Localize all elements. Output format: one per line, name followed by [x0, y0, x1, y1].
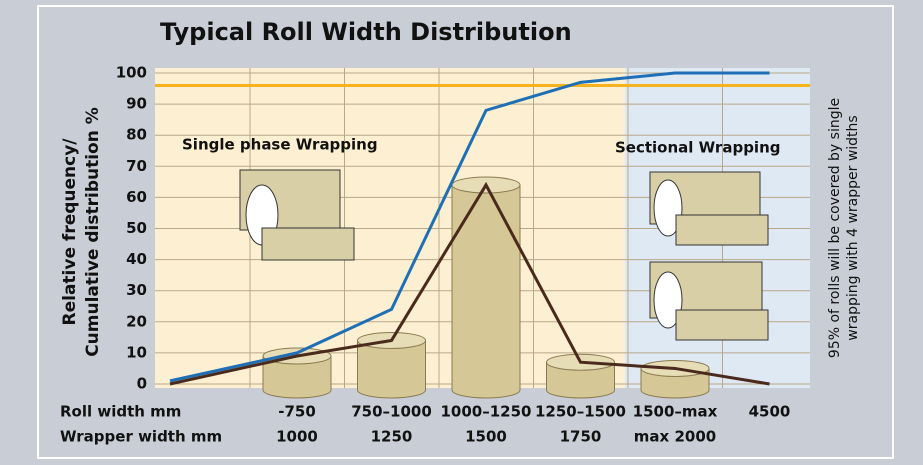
- chart: Typical Roll Width Distribution Relative…: [0, 0, 923, 465]
- x-tick-label: 4500: [749, 403, 791, 421]
- chart-title: Typical Roll Width Distribution: [160, 18, 572, 46]
- y-tick-label: 30: [126, 281, 147, 299]
- x-tick-label: 750–1000: [351, 403, 432, 421]
- y-tick-label: 60: [126, 188, 147, 206]
- x-tick-label: 1000–1250: [441, 403, 532, 421]
- x-tick-label-2: 1250: [371, 428, 413, 446]
- y-label: Relative frequency/: [60, 138, 80, 326]
- y-tick-label: 70: [126, 157, 147, 175]
- x-tick-label: 1250–1500: [535, 403, 626, 421]
- annotation: Single phase Wrapping: [182, 136, 378, 154]
- row-label: Wrapper width mm: [60, 428, 222, 446]
- y-tick-label: 0: [137, 375, 147, 393]
- x-tick-label-2: 1750: [560, 428, 602, 446]
- y-label: Cumulative distribution %: [83, 107, 103, 357]
- x-tick-label: 1500–max: [633, 403, 718, 421]
- y-tick-label: 100: [116, 64, 147, 82]
- x-tick-label-2: 1000: [276, 428, 318, 446]
- x-tick-label-2: max 2000: [634, 428, 716, 446]
- y-tick-label: 50: [126, 219, 147, 237]
- note: wrapping with 4 wrapper widths: [845, 115, 861, 340]
- x-tick-label: -750: [278, 403, 316, 421]
- row-label: Roll width mm: [60, 403, 181, 421]
- y-tick-label: 80: [126, 126, 147, 144]
- y-tick-label: 90: [126, 95, 147, 113]
- x-tick-label-2: 1500: [465, 428, 507, 446]
- note: 95% of rolls will be covered by single: [827, 98, 843, 358]
- y-tick-label: 10: [126, 343, 147, 361]
- cylinder: [358, 340, 426, 398]
- y-tick-label: 40: [126, 250, 147, 268]
- annotation: Sectional Wrapping: [615, 139, 780, 157]
- y-tick-label: 20: [126, 312, 147, 330]
- cylinder: [452, 185, 520, 398]
